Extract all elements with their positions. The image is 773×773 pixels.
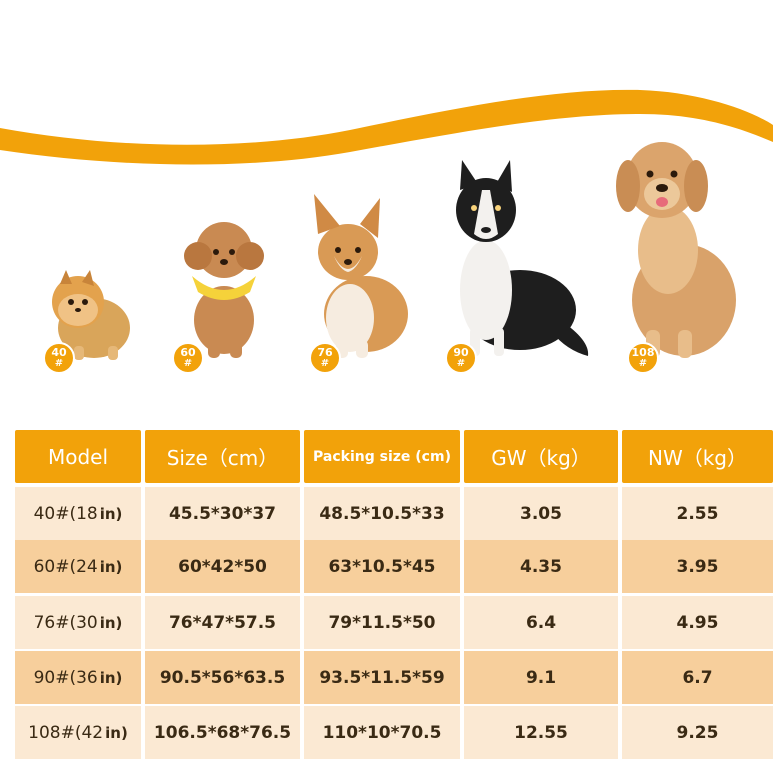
corgi-image	[314, 194, 408, 358]
cell-size: 45.5*30*37	[145, 487, 300, 540]
cell-packing: 79*11.5*50	[304, 596, 460, 649]
dog-size-illustrations: 40 # 60 # 76 # 90 # 108 #	[43, 142, 736, 374]
badge-number: 76	[317, 346, 333, 359]
table-row: 40#(18 in) 45.5*30*37 48.5*10.5*33 3.05 2…	[0, 487, 773, 540]
header-gw: GW（kg）	[464, 430, 618, 483]
cell-model: 90#(36 in)	[15, 651, 141, 704]
header-packing-size: Packing size (cm)	[304, 430, 460, 483]
border-collie-image	[456, 160, 589, 356]
model-value: 76#(30	[33, 612, 98, 633]
badge-hash: #	[54, 358, 64, 369]
model-value: 108#(42	[28, 722, 104, 743]
badge-number: 40	[51, 346, 67, 359]
cell-gw: 4.35	[464, 540, 618, 593]
cell-nw: 2.55	[622, 487, 773, 540]
cell-gw: 9.1	[464, 651, 618, 704]
cell-nw: 3.95	[622, 540, 773, 593]
table-row: 76#(30 in) 76*47*57.5 79*11.5*50 6.4 4.95	[0, 596, 773, 649]
badge-hash: #	[638, 358, 648, 369]
cell-packing: 63*10.5*45	[304, 540, 460, 593]
cell-size: 60*42*50	[145, 540, 300, 593]
model-unit: in)	[105, 723, 128, 742]
table-row: 90#(36 in) 90.5*56*63.5 93.5*11.5*59 9.1 …	[0, 651, 773, 704]
table-header-row: Model Size（cm） Packing size (cm) GW（kg） …	[0, 430, 773, 483]
badge-number: 108	[631, 346, 655, 359]
header-size: Size（cm）	[145, 430, 300, 483]
model-value: 40#(18	[33, 503, 98, 524]
cell-model: 40#(18 in)	[15, 487, 141, 540]
cell-gw: 12.55	[464, 706, 618, 759]
size-badge-108: 108 #	[627, 342, 659, 374]
cell-nw: 9.25	[622, 706, 773, 759]
poodle-image	[184, 222, 264, 358]
table-row: 60#(24 in) 60*42*50 63*10.5*45 4.35 3.95	[0, 540, 773, 593]
badge-hash: #	[183, 358, 193, 369]
cell-nw: 4.95	[622, 596, 773, 649]
cell-model: 76#(30 in)	[15, 596, 141, 649]
cell-size: 90.5*56*63.5	[145, 651, 300, 704]
table-row: 108#(42 in) 106.5*68*76.5 110*10*70.5 12.…	[0, 706, 773, 759]
cell-packing: 93.5*11.5*59	[304, 651, 460, 704]
badge-hash: #	[320, 358, 330, 369]
size-badge-90: 90 #	[445, 342, 477, 374]
pomeranian-image	[52, 270, 130, 360]
header-nw: NW（kg）	[622, 430, 773, 483]
cell-size: 106.5*68*76.5	[145, 706, 300, 759]
cell-packing: 110*10*70.5	[304, 706, 460, 759]
cell-model: 60#(24 in)	[15, 540, 141, 593]
size-badge-60: 60 #	[172, 342, 204, 374]
model-unit: in)	[99, 613, 123, 632]
orange-wave-decoration	[0, 89, 773, 165]
cell-nw: 6.7	[622, 651, 773, 704]
model-unit: in)	[99, 557, 123, 576]
header-model: Model	[15, 430, 141, 483]
model-unit: in)	[99, 668, 123, 687]
size-badge-40: 40 #	[43, 342, 75, 374]
model-value: 60#(24	[33, 556, 98, 577]
cell-gw: 6.4	[464, 596, 618, 649]
badge-number: 90	[453, 346, 469, 359]
cell-packing: 48.5*10.5*33	[304, 487, 460, 540]
cell-model: 108#(42 in)	[15, 706, 141, 759]
cell-gw: 3.05	[464, 487, 618, 540]
badge-number: 60	[180, 346, 196, 359]
model-unit: in)	[99, 504, 123, 523]
size-badge-76: 76 #	[309, 342, 341, 374]
model-value: 90#(36	[33, 667, 98, 688]
golden-retriever-image	[616, 142, 736, 358]
cell-size: 76*47*57.5	[145, 596, 300, 649]
badge-hash: #	[456, 358, 466, 369]
